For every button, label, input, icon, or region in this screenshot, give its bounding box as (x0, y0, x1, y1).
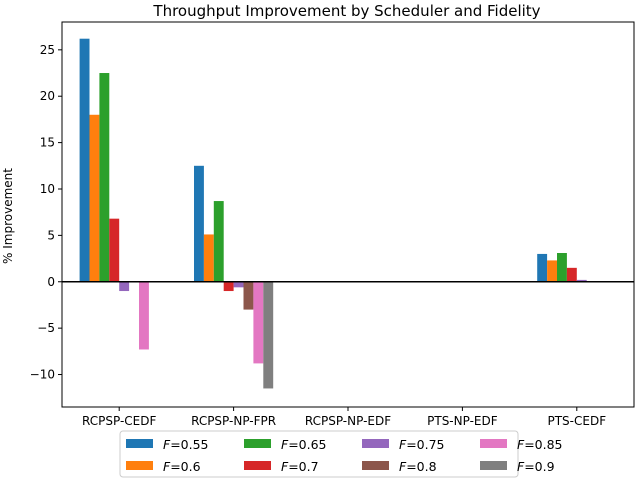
legend-swatch (362, 461, 389, 470)
y-tick-label: 5 (47, 228, 55, 242)
x-tick-label: PTS-NP-EDF (427, 414, 498, 428)
legend-swatch (480, 461, 507, 470)
legend-swatch (480, 439, 507, 448)
bar-rcpsp-cedf-f0_7 (109, 218, 120, 282)
legend-label: F=0.75 (399, 437, 445, 452)
bar-rcpsp-cedf-f0_55 (79, 38, 90, 282)
legend-label: F=0.65 (281, 437, 327, 452)
bar-rcpsp-cedf-f0_75 (119, 281, 130, 292)
bar-rcpsp-np-fpr-f0_8 (243, 281, 254, 310)
bar-rcpsp-np-fpr-f0_65 (213, 201, 224, 282)
bar-rcpsp-np-fpr-f0_85 (253, 281, 264, 364)
legend-swatch (244, 439, 271, 448)
bar-rcpsp-np-fpr-f0_9 (263, 281, 274, 389)
legend-label: F=0.85 (517, 437, 563, 452)
legend: F=0.55 F=0.6 F=0.65 F=0.7 F=0.75 F=0.8 F=0.85 F… (119, 430, 563, 478)
legend-swatch (126, 439, 153, 448)
bar-rcpsp-np-fpr-f0_7 (223, 281, 234, 292)
bar-pts-cedf-f0_75 (576, 279, 587, 282)
plot-area: −10 −5 0 5 10 15 20 25 RCPSP-CEDF RCPSP-NP-FPR RCP… (30, 21, 635, 428)
bar-rcpsp-np-fpr-f0_6 (203, 234, 214, 282)
bar-pts-cedf-f0_6 (547, 260, 557, 282)
x-tick-label: RCPSP-NP-FPR (191, 414, 276, 428)
y-tick-label: −10 (30, 368, 55, 382)
y-tick-label: 10 (40, 182, 55, 196)
legend-swatch (362, 439, 389, 448)
bar-rcpsp-cedf-f0_6 (89, 114, 100, 282)
legend-label: F=0.7 (281, 459, 319, 474)
legend-label: F=0.55 (163, 437, 209, 452)
bar-rcpsp-cedf-f0_65 (99, 73, 110, 282)
x-tick-label: RCPSP-CEDF (82, 414, 156, 428)
x-tick-label: PTS-CEDF (547, 414, 606, 428)
legend-swatch (244, 461, 271, 470)
x-tick-label: RCPSP-NP-EDF (305, 414, 391, 428)
legend-label: F=0.8 (399, 459, 437, 474)
y-tick-label: 0 (47, 275, 55, 289)
legend-box (119, 430, 519, 478)
y-tick-label: 15 (40, 136, 55, 150)
bar-rcpsp-np-fpr-f0_75 (233, 281, 244, 288)
legend-label: F=0.6 (163, 459, 201, 474)
bar-rcpsp-np-fpr-f0_55 (194, 165, 204, 282)
bar-pts-cedf-f0_7 (566, 267, 577, 282)
legend-swatch (126, 461, 153, 470)
y-tick-label: 25 (40, 43, 55, 57)
legend-label: F=0.9 (517, 459, 555, 474)
bar-rcpsp-cedf-f0_85 (139, 281, 149, 350)
bar-pts-cedf-f0_55 (537, 253, 548, 282)
bar-pts-cedf-f0_65 (557, 253, 567, 282)
y-axis-label: % Improvement (1, 168, 15, 264)
y-tick-label: 20 (40, 89, 55, 103)
y-tick-label: −5 (37, 321, 55, 335)
chart-title: Throughput Improvement by Scheduler and … (152, 2, 540, 20)
